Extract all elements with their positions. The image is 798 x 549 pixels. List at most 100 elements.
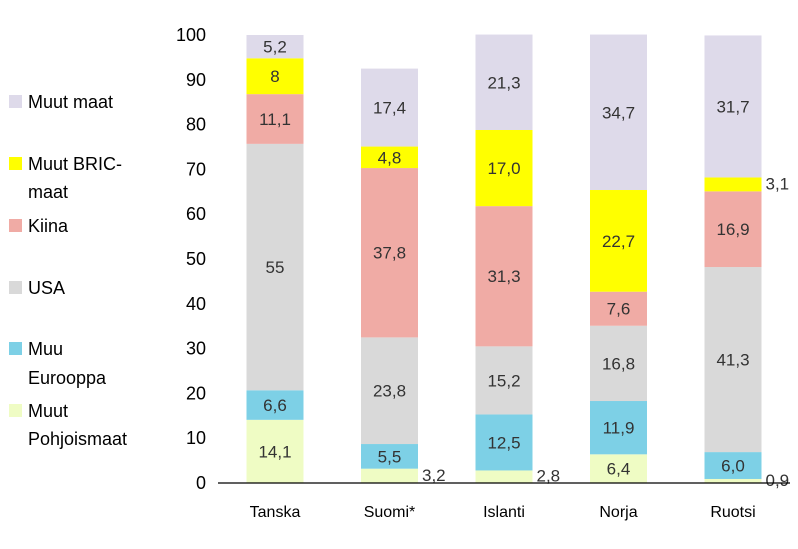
bar-segment [704, 177, 762, 192]
bar-group: 3,2 5,5 23,8 37,8 4,8 17,4 [361, 68, 446, 485]
bar-segment [361, 168, 418, 338]
bar-group: 2,8 12,5 15,2 31,3 17,0 21,3 [475, 34, 560, 486]
data-label: 31,3 [487, 267, 520, 286]
y-tick-label: 30 [186, 339, 206, 359]
x-tick-label: Ruotsi [710, 504, 755, 521]
bar-segment [590, 325, 647, 402]
bar-segment [361, 444, 418, 469]
legend-label: maat [28, 182, 68, 202]
data-label: 16,8 [602, 354, 635, 373]
data-label: 16,9 [716, 220, 749, 239]
bar-segment [590, 454, 647, 483]
y-axis: 0 10 20 30 40 50 60 70 80 90 100 [176, 25, 206, 493]
y-tick-label: 80 [186, 115, 206, 135]
x-tick-label: Tanska [250, 504, 301, 521]
bar-segment [361, 337, 418, 445]
y-tick-label: 60 [186, 204, 206, 224]
data-label: 0,9 [766, 471, 790, 490]
legend-label: Muut [28, 401, 68, 421]
bar-segment [590, 291, 647, 326]
legend-label: Eurooppa [28, 368, 107, 388]
bar-segment [704, 452, 762, 479]
bar-segment [704, 191, 762, 268]
bar-group: 0,9 6,0 41,3 16,9 3,1 31,7 [704, 35, 790, 490]
data-label: 37,8 [373, 244, 406, 263]
legend-item: USA [9, 278, 65, 298]
data-label: 6,4 [607, 460, 631, 479]
y-tick-label: 50 [186, 249, 206, 269]
x-tick-label: Norja [599, 504, 637, 521]
bars: 14,1 6,6 55 11,1 8 5,2 3,2 5,5 23,8 37,8 4,8 17,4 2,… [246, 34, 790, 490]
bar-segment [704, 267, 762, 453]
legend-item: Muut Pohjoismaat [9, 401, 127, 449]
data-label: 41,3 [716, 351, 749, 370]
y-tick-label: 40 [186, 294, 206, 314]
bar-segment [475, 206, 533, 347]
data-label: 5,5 [378, 447, 402, 466]
bar-segment [246, 419, 304, 483]
y-tick-label: 20 [186, 383, 206, 403]
bar-segment [475, 34, 533, 130]
bar-segment [590, 401, 647, 455]
data-label: 14,1 [258, 442, 291, 461]
data-label: 11,9 [603, 419, 635, 438]
data-label: 3,2 [422, 466, 446, 485]
y-tick-label: 90 [186, 70, 206, 90]
data-label: 4,8 [378, 148, 402, 167]
data-label: 55 [266, 258, 285, 277]
bar-segment [475, 129, 533, 207]
data-label: 22,7 [602, 232, 635, 251]
legend-item: Kiina [9, 216, 69, 236]
data-label: 12,5 [487, 433, 520, 452]
bar-segment [590, 34, 647, 191]
data-label: 8 [270, 67, 279, 86]
bar-segment [361, 468, 418, 483]
data-label: 17,0 [487, 159, 520, 178]
bar-segment [361, 146, 418, 169]
y-tick-label: 100 [176, 25, 206, 45]
legend-item: Muut BRIC-maat [9, 154, 122, 202]
bar-group: 6,4 11,9 16,8 7,6 22,7 34,7 [590, 34, 647, 483]
legend-item: Muu Eurooppa [9, 339, 107, 388]
data-label: 6,6 [263, 396, 287, 415]
data-label: 34,7 [602, 103, 635, 122]
legend: Muut Pohjoismaat Muu Eurooppa USA Kiina Muut B… [9, 92, 127, 449]
bar-segment [361, 68, 418, 147]
legend-swatch [9, 157, 22, 170]
legend-label: Muut BRIC- [28, 154, 122, 174]
legend-swatch [9, 95, 22, 108]
data-label: 23,8 [373, 382, 406, 401]
x-axis: Tanska Suomi* Islanti Norja Ruotsi [250, 504, 756, 521]
legend-swatch [9, 219, 22, 232]
bar-segment [590, 190, 647, 292]
bar-segment [475, 470, 533, 483]
x-tick-label: Suomi* [364, 504, 416, 521]
data-label: 5,2 [263, 38, 287, 57]
y-tick-label: 0 [196, 473, 206, 493]
bar-segment [246, 35, 304, 59]
data-label: 31,7 [716, 97, 749, 116]
bar-segment [704, 478, 762, 483]
data-label: 15,2 [487, 371, 520, 390]
bar-segment [246, 58, 304, 95]
data-label: 21,3 [487, 73, 520, 92]
bar-segment [475, 414, 533, 471]
legend-label: Kiina [28, 216, 69, 236]
legend-label: Muu [28, 339, 63, 359]
bar-segment [246, 390, 304, 420]
bar-segment [246, 94, 304, 144]
bar-segment [704, 35, 762, 178]
bar-segment [246, 143, 304, 391]
bar-segment [475, 346, 533, 415]
x-tick-label: Islanti [483, 504, 525, 521]
legend-swatch [9, 404, 22, 417]
legend-item: Muut maat [9, 92, 113, 112]
data-label: 6,0 [721, 457, 745, 476]
bar-group: 14,1 6,6 55 11,1 8 5,2 [246, 35, 304, 483]
y-tick-label: 70 [186, 159, 206, 179]
legend-swatch [9, 342, 22, 355]
legend-label: Pohjoismaat [28, 429, 127, 449]
legend-label: Muut maat [28, 92, 113, 112]
y-tick-label: 10 [186, 428, 206, 448]
